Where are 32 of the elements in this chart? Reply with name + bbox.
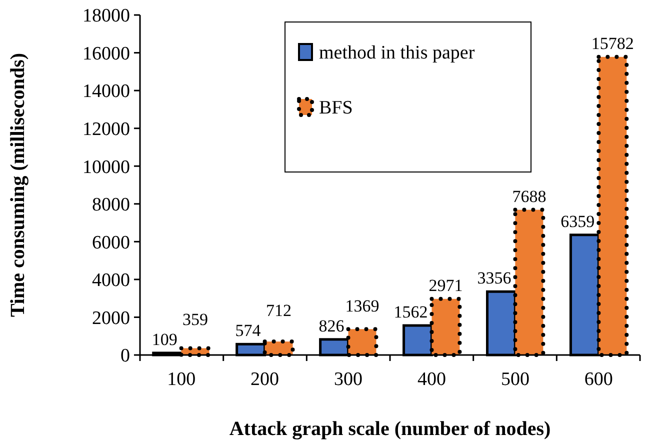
data-label: 6359 (560, 212, 595, 231)
y-tick-label: 8000 (92, 194, 130, 216)
y-tick-label: 4000 (92, 270, 130, 292)
data-label: 359 (182, 310, 208, 329)
data-label: 1369 (345, 296, 380, 316)
data-label: 2971 (428, 276, 463, 295)
y-tick-label: 10000 (82, 156, 130, 178)
y-tick-label: 12000 (82, 118, 130, 140)
x-tick-label: 600 (584, 369, 613, 390)
data-label: 1562 (394, 302, 428, 322)
data-label: 574 (235, 321, 262, 340)
y-tick-label: 18000 (82, 6, 130, 27)
legend-label: method in this paper (319, 42, 476, 64)
y-tick-label: 14000 (82, 81, 130, 102)
x-tick-label: 200 (250, 369, 280, 390)
y-axis-title: Time consuming (milliseconds) (7, 52, 29, 318)
data-label: 712 (266, 301, 292, 320)
x-tick-label: 500 (500, 369, 530, 390)
y-tick-label: 6000 (92, 232, 130, 254)
data-label: 109 (152, 330, 178, 349)
data-label: 7688 (512, 186, 546, 206)
legend-label: BFS (319, 98, 353, 119)
data-label: 3356 (477, 268, 512, 288)
y-tick-label: 2000 (92, 308, 130, 329)
y-tick-label: 16000 (82, 43, 130, 64)
data-label: 15782 (591, 34, 634, 53)
y-tick-label: 0 (120, 346, 130, 367)
x-tick-label: 300 (334, 369, 363, 390)
x-axis-title: Attack graph scale (number of nodes) (229, 418, 551, 440)
x-tick-label: 400 (417, 369, 446, 390)
x-tick-label: 100 (167, 369, 196, 390)
data-label: 826 (318, 316, 344, 336)
